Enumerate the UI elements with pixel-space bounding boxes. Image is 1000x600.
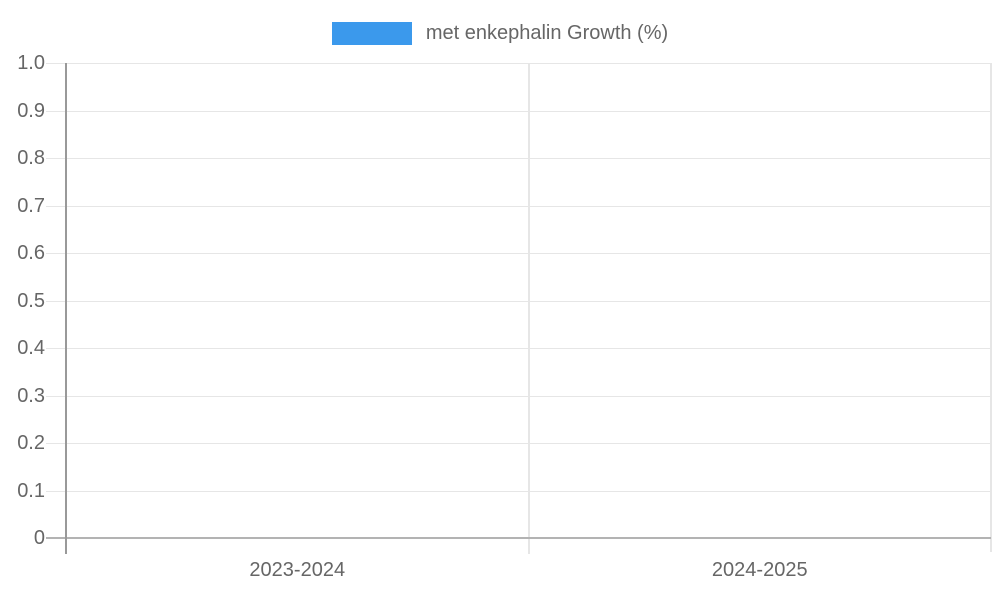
y-tick-label: 1.0 (17, 52, 45, 74)
plot-right-border (990, 63, 992, 552)
chart-legend[interactable]: met enkephalin Growth (%) (0, 21, 1000, 45)
legend-label: met enkephalin Growth (%) (425, 22, 669, 44)
y-gridline (46, 110, 991, 112)
legend-swatch-icon (331, 21, 412, 45)
category-gridline (527, 63, 530, 554)
y-tick-label: 0.1 (17, 479, 45, 502)
y-tick-label: 0.8 (17, 147, 45, 169)
y-tick-label: 0.3 (17, 384, 45, 407)
y-gridline (46, 490, 991, 492)
y-gridline (46, 443, 991, 444)
y-tick-label: 0 (33, 527, 45, 549)
y-gridline (46, 253, 991, 254)
y-gridline (46, 300, 991, 302)
y-tick-label: 0.2 (17, 432, 45, 454)
y-gridline (46, 348, 991, 349)
y-gridline (46, 395, 991, 397)
y-gridline (46, 158, 991, 159)
y-tick-label: 0.7 (17, 194, 45, 217)
y-tick-label: 0.6 (17, 242, 45, 264)
x-tick-label: 2024-2025 (711, 559, 808, 581)
y-axis-line (65, 63, 67, 554)
y-gridline (46, 205, 991, 207)
y-gridline (46, 63, 991, 64)
x-axis-zero-line (46, 537, 991, 539)
x-tick-label: 2023-2024 (249, 559, 346, 581)
y-tick-label: 0.5 (17, 289, 45, 312)
y-tick-label: 0.9 (17, 99, 45, 122)
y-tick-label: 0.4 (17, 337, 45, 359)
